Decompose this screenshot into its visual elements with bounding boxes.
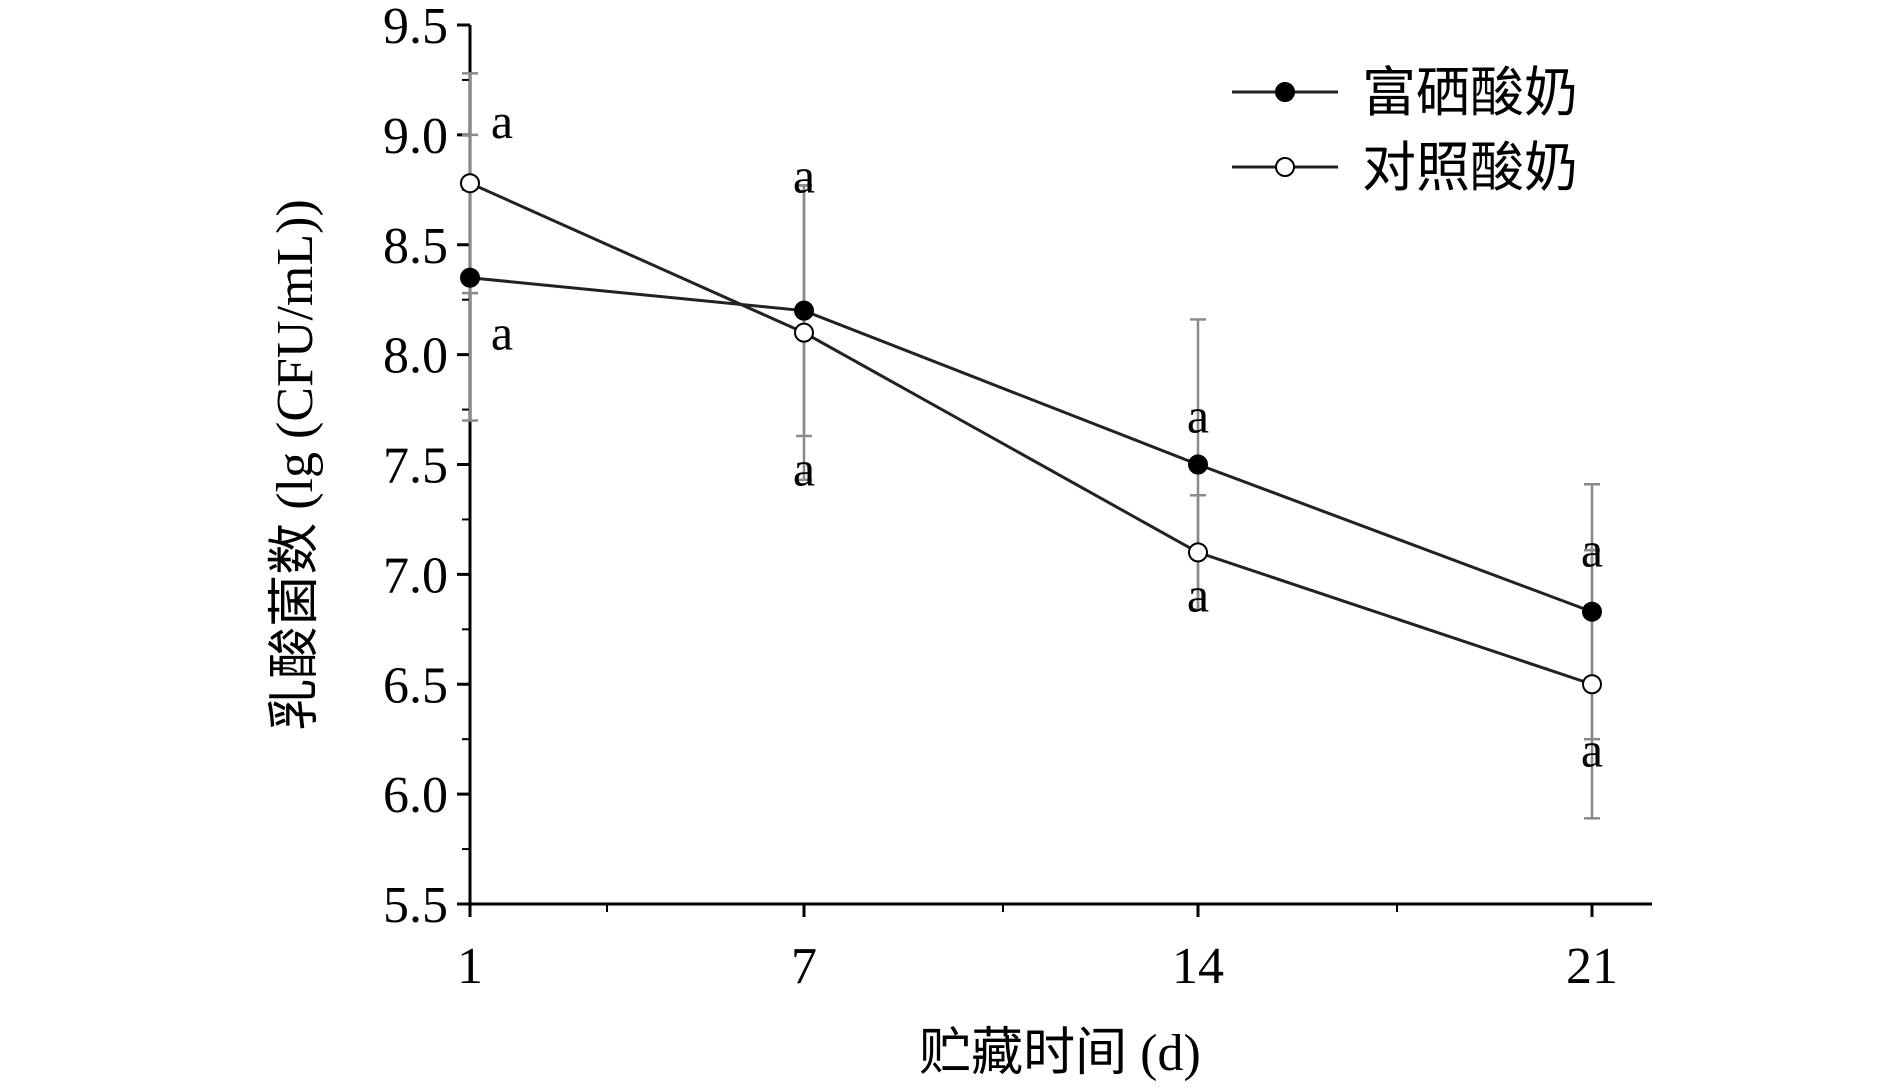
x-tick-label: 7 bbox=[791, 938, 817, 995]
data-point bbox=[460, 173, 480, 194]
significance-label: a bbox=[491, 305, 513, 361]
y-tick-label: 9.5 bbox=[383, 0, 448, 55]
data-point bbox=[1582, 601, 1602, 622]
data-point bbox=[794, 322, 814, 343]
x-tick-label: 1 bbox=[457, 938, 483, 995]
legend-marker-selenium bbox=[1275, 82, 1295, 102]
data-point bbox=[1188, 454, 1208, 475]
significance-label: a bbox=[1187, 567, 1209, 623]
legend-marker-control bbox=[1275, 157, 1295, 177]
legend-label-selenium: 富硒酸奶 bbox=[1362, 63, 1578, 123]
data-point bbox=[460, 267, 480, 288]
y-tick-label: 6.0 bbox=[383, 767, 448, 824]
y-tick-label: 8.5 bbox=[383, 218, 448, 275]
data-point bbox=[794, 300, 814, 321]
legend: 富硒酸奶 对照酸奶 bbox=[1232, 63, 1578, 198]
significance-labels: a a a a a a a a bbox=[491, 93, 1603, 778]
x-axis-title: 贮藏时间 (d) bbox=[919, 1025, 1201, 1082]
series-lines bbox=[469, 181, 1593, 686]
significance-label: a bbox=[1581, 722, 1603, 778]
data-point bbox=[1582, 674, 1602, 695]
y-tick-label: 5.5 bbox=[383, 877, 448, 934]
significance-label: a bbox=[793, 441, 815, 497]
significance-label: a bbox=[793, 148, 815, 204]
x-tick-label: 21 bbox=[1566, 938, 1618, 995]
series-line bbox=[469, 276, 1593, 614]
x-ticks: 1 7 14 21 bbox=[457, 904, 1618, 995]
significance-label: a bbox=[491, 93, 513, 149]
y-tick-label: 7.0 bbox=[383, 547, 448, 604]
series-markers bbox=[460, 173, 1602, 695]
y-tick-label: 9.0 bbox=[383, 108, 448, 165]
y-tick-label: 6.5 bbox=[383, 657, 448, 714]
significance-label: a bbox=[1581, 521, 1603, 577]
y-tick-label: 7.5 bbox=[383, 438, 448, 495]
legend-label-control: 对照酸奶 bbox=[1362, 138, 1578, 198]
data-point bbox=[1188, 542, 1208, 563]
x-tick-label: 14 bbox=[1172, 938, 1224, 995]
series-line bbox=[469, 181, 1593, 686]
y-tick-label: 8.0 bbox=[383, 328, 448, 385]
y-axis-title: 乳酸菌数 (lg (CFU/mL)) bbox=[267, 199, 324, 731]
significance-label: a bbox=[1187, 387, 1209, 443]
y-ticks: 5.5 6.0 6.5 7.0 7.5 8.0 8.5 9.0 9.5 bbox=[383, 0, 470, 934]
